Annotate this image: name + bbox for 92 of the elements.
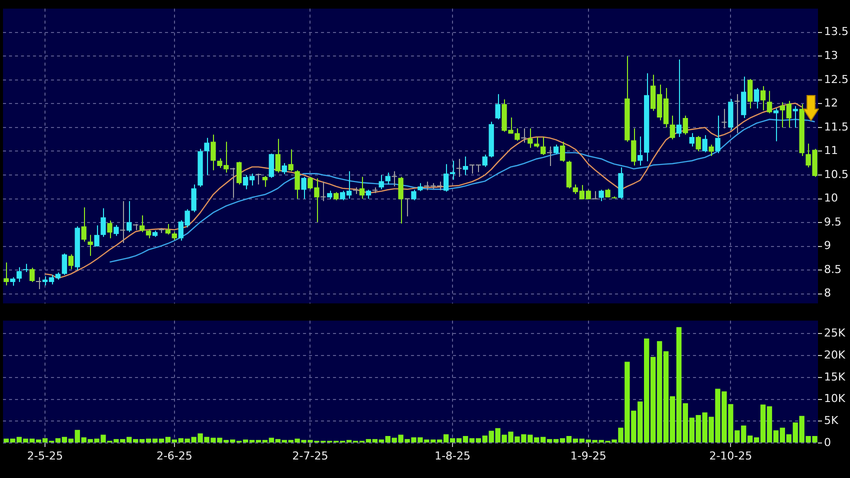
- candlestick: [268, 153, 274, 178]
- candlestick: [398, 176, 404, 224]
- candlestick: [30, 267, 35, 283]
- candlestick: [100, 208, 106, 238]
- y-tick-label: 15K: [824, 370, 846, 384]
- candlestick: [734, 94, 740, 134]
- candlestick: [456, 158, 462, 178]
- y-tick-label: 12.5: [824, 72, 848, 86]
- candlestick: [722, 108, 727, 129]
- candlestick: [366, 189, 372, 200]
- candlestick: [320, 181, 326, 202]
- candlestick: [165, 223, 171, 235]
- candlestick: [528, 128, 533, 148]
- y-tick-label: 11.5: [824, 120, 848, 134]
- candlestick: [702, 134, 708, 153]
- y-tick-label: 12: [824, 96, 838, 110]
- x-tick-label: 1-9-25: [570, 449, 606, 462]
- candlestick: [94, 224, 100, 247]
- candlestick: [204, 137, 210, 176]
- candlestick: [68, 254, 74, 270]
- candlestick: [120, 200, 126, 244]
- candlestick: [378, 174, 384, 190]
- candlestick: [741, 76, 746, 118]
- candlestick: [210, 134, 216, 171]
- candlestick: [288, 148, 294, 172]
- candlestick: [534, 136, 540, 148]
- candlestick: [682, 115, 688, 136]
- candlestick: [715, 115, 720, 154]
- candlestick: [754, 88, 760, 109]
- candlestick: [301, 176, 306, 200]
- x-tick-label: 2-5-25: [27, 449, 64, 462]
- candlestick: [114, 224, 119, 236]
- y-tick-label: 11: [824, 144, 838, 158]
- candlestick: [689, 132, 694, 147]
- y-tick-label: 20K: [824, 348, 846, 362]
- candlestick: [36, 276, 42, 290]
- candlestick: [88, 234, 93, 256]
- candlestick: [236, 161, 242, 186]
- y-tick-label: 25K: [824, 326, 846, 340]
- candlestick: [462, 156, 468, 176]
- candlestick: [191, 184, 196, 213]
- x-tick-label: 2-10-25: [709, 449, 752, 462]
- candlestick: [540, 136, 546, 156]
- y-tick-label: 10: [824, 192, 838, 205]
- candlestick: [553, 144, 559, 155]
- candlestick: [760, 86, 766, 111]
- y-tick-label: 5K: [824, 414, 839, 427]
- candlestick: [16, 266, 22, 283]
- candlestick: [230, 167, 236, 198]
- candlestick: [404, 198, 410, 217]
- candlestick: [747, 78, 753, 109]
- candlestick: [631, 128, 636, 166]
- candlestick: [275, 138, 280, 174]
- candlestick: [792, 106, 798, 128]
- candlestick: [598, 189, 604, 202]
- y-tick-label: 13.5: [824, 25, 848, 38]
- candlestick: [670, 115, 676, 140]
- x-tick-label: 1-8-25: [434, 449, 471, 462]
- y-tick-label: 9.5: [824, 215, 842, 228]
- candlestick: [560, 141, 566, 162]
- y-tick-label: 8: [824, 286, 831, 300]
- candlestick: [294, 170, 300, 200]
- candlestick: [482, 154, 488, 168]
- x-tick-label: 2-6-25: [156, 449, 192, 462]
- y-tick-label: 10K: [824, 392, 846, 406]
- candlestick: [546, 146, 552, 166]
- candlestick: [62, 252, 68, 276]
- candlestick: [256, 173, 262, 186]
- candlestick: [392, 170, 397, 187]
- y-tick-label: 10.5: [824, 168, 848, 181]
- candlestick: [696, 136, 701, 152]
- y-tick-label: 13: [824, 49, 838, 62]
- candlestick: [495, 94, 500, 120]
- candlestick: [4, 262, 9, 286]
- candlestick: [107, 220, 112, 239]
- candlestick: [676, 58, 682, 138]
- candlestick: [592, 190, 598, 200]
- candlestick: [282, 162, 287, 175]
- candlestick: [359, 176, 365, 200]
- candlestick: [411, 189, 416, 201]
- y-tick-label: 8.5: [824, 262, 842, 276]
- candlestick: [139, 214, 145, 233]
- x-tick-label: 2-7-25: [292, 449, 328, 462]
- candlestick: [521, 128, 526, 144]
- candlestick: [81, 206, 86, 242]
- candlestick: [385, 172, 390, 186]
- candlestick: [708, 144, 714, 156]
- candlestick: [638, 136, 643, 166]
- y-tick-label: 0: [824, 436, 831, 449]
- candlestick: [766, 90, 772, 114]
- y-tick-label: 9: [824, 239, 831, 252]
- candlestick: [126, 200, 132, 233]
